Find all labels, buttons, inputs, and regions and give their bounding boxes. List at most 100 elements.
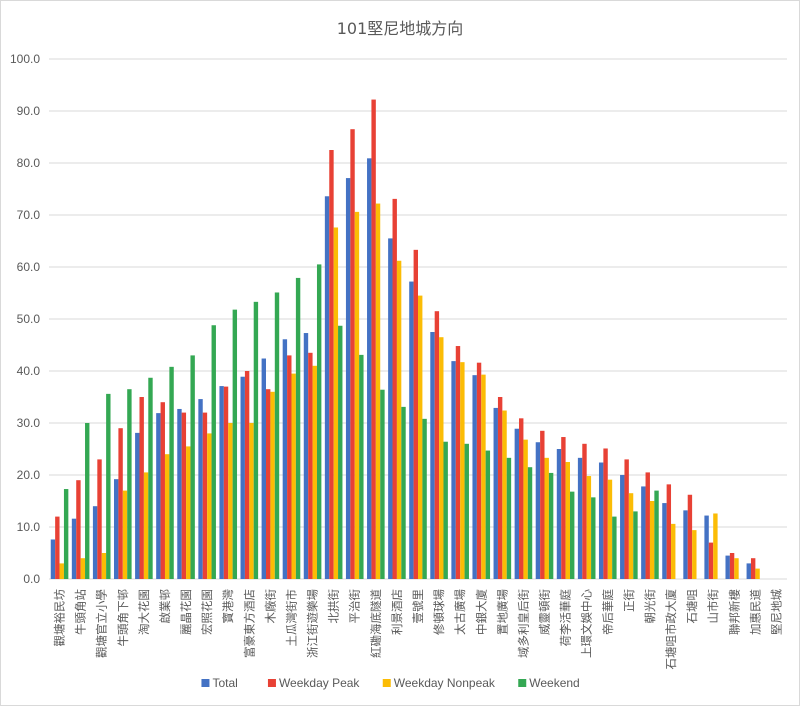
bar-total <box>261 358 266 579</box>
bar-weekday-peak <box>434 311 440 579</box>
bar-weekend <box>570 491 575 579</box>
bar-weekday-peak <box>223 386 229 579</box>
bar-total <box>324 196 330 579</box>
bar-weekend <box>485 450 491 579</box>
bar-total <box>598 462 604 579</box>
bar-weekday-nonpeak <box>59 563 64 579</box>
bar-weekend <box>232 309 238 579</box>
legend-label: Total <box>212 676 237 690</box>
bar-weekend <box>148 377 153 579</box>
legend: Total Weekday Peak Weekday Nonpeak Weekend <box>201 676 580 690</box>
bar-total <box>662 503 667 579</box>
x-tick-label: 修頓球場 <box>432 589 446 635</box>
x-tick-label: 聯邦新樓 <box>727 589 741 635</box>
bar-weekday-peak <box>645 472 650 579</box>
bar-weekday-peak <box>392 198 397 579</box>
x-tick-label: 觀塘裕民坊 <box>53 589 67 647</box>
bar-total <box>514 428 520 579</box>
bar-weekend <box>211 325 216 579</box>
x-tick-label: 平治街 <box>348 589 362 624</box>
bar-weekday-peak <box>287 355 292 579</box>
x-tick-label: 木廠街 <box>263 589 277 624</box>
bar-weekday-nonpeak <box>628 493 634 579</box>
legend-swatch <box>382 679 391 687</box>
bar-weekday-peak <box>603 448 608 579</box>
x-tick-label: 牛頭角下邨 <box>116 589 130 647</box>
bar-weekday-nonpeak <box>354 211 360 579</box>
bar-total <box>50 539 56 579</box>
bar-weekday-nonpeak <box>671 523 676 579</box>
bar-total <box>746 563 751 579</box>
bar-weekday-nonpeak <box>607 479 613 579</box>
bar-weekday-peak <box>76 480 81 579</box>
bar-total <box>345 178 351 579</box>
bar-weekend <box>506 457 512 579</box>
y-tick-label: 60.0 <box>17 260 41 274</box>
bar-total <box>114 479 119 579</box>
x-tick-label: 加惠民道 <box>748 589 762 635</box>
bar-weekday-peak <box>708 542 714 579</box>
bar-weekend <box>464 443 469 579</box>
bar-weekday-nonpeak <box>164 454 170 579</box>
bar-total <box>367 158 372 579</box>
bar-total <box>620 475 625 579</box>
legend-swatch <box>201 679 210 687</box>
y-tick-label: 30.0 <box>17 416 41 430</box>
bar-weekday-nonpeak <box>375 203 381 579</box>
bar-weekday-nonpeak <box>291 373 296 579</box>
bar-weekday-peak <box>476 362 482 579</box>
bar-weekday-peak <box>750 558 756 579</box>
bar-total <box>683 510 688 579</box>
bar-total <box>92 506 98 579</box>
bar-weekend <box>295 277 301 579</box>
bar-weekday-nonpeak <box>649 501 655 579</box>
bar-weekend <box>338 325 343 579</box>
bar-weekday-peak <box>139 397 144 579</box>
bar-total <box>219 386 224 579</box>
legend-swatch <box>267 679 276 687</box>
bar-weekend <box>274 292 280 579</box>
bar-total <box>556 449 562 579</box>
legend-label: Weekday Nonpeak <box>394 676 496 690</box>
y-tick-label: 20.0 <box>17 468 41 482</box>
bar-total <box>451 361 456 579</box>
legend-swatch <box>518 679 527 687</box>
bar-weekend <box>63 489 69 579</box>
bar-weekday-peak <box>160 402 165 579</box>
bar-weekend <box>359 354 364 579</box>
y-tick-label: 90.0 <box>17 104 41 118</box>
bar-weekend <box>85 423 90 579</box>
bar-weekday-nonpeak <box>418 295 423 579</box>
bar-weekend <box>169 366 174 579</box>
bar-total <box>303 333 309 579</box>
bar-weekday-nonpeak <box>228 423 233 579</box>
bar-total <box>535 442 541 579</box>
bar-weekday-peak <box>118 428 123 579</box>
bar-weekday-peak <box>181 412 187 579</box>
bar-weekend <box>190 355 195 579</box>
bar-weekday-nonpeak <box>523 439 528 579</box>
y-tick-label: 50.0 <box>17 312 41 326</box>
bar-weekday-nonpeak <box>333 227 339 580</box>
bar-weekday-peak <box>308 352 313 579</box>
bar-weekday-nonpeak <box>544 457 549 579</box>
bar-weekday-nonpeak <box>101 553 107 579</box>
bar-weekend <box>443 441 448 579</box>
bar-total <box>641 486 646 579</box>
bar-weekday-peak <box>540 430 545 579</box>
bar-weekday-nonpeak <box>713 513 718 579</box>
bar-weekend <box>106 393 111 579</box>
x-tick-label: 北拱街 <box>327 589 341 624</box>
bar-total <box>240 376 245 579</box>
x-tick-label: 置地廣場 <box>495 589 509 635</box>
bar-weekday-peak <box>666 484 672 579</box>
bar-weekday-nonpeak <box>80 558 86 579</box>
y-tick-label: 70.0 <box>17 208 41 222</box>
chart-title: 101堅尼地城方向 <box>337 19 464 38</box>
bar-weekday-nonpeak <box>502 410 507 579</box>
bar-weekend <box>380 389 385 579</box>
y-tick-label: 0.0 <box>23 572 40 586</box>
bar-weekend <box>591 497 596 579</box>
bar-weekday-nonpeak <box>396 260 402 579</box>
